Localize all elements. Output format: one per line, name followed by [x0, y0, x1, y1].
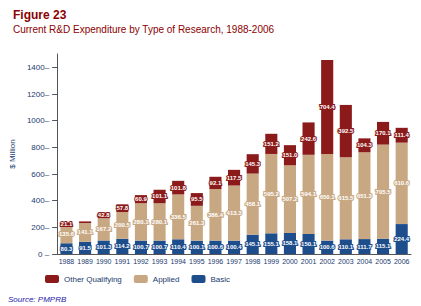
- svg-text:Current R&D Expenditure by Typ: Current R&D Expenditure by Type of Resea…: [13, 24, 275, 35]
- svg-text:2005: 2005: [375, 258, 391, 265]
- svg-text:458.1: 458.1: [245, 201, 261, 207]
- svg-text:1989: 1989: [77, 258, 93, 265]
- svg-text:151.0: 151.0: [282, 152, 298, 158]
- svg-text:400–: 400–: [31, 196, 49, 205]
- svg-text:111.4: 111.4: [395, 132, 410, 138]
- svg-text:145.3: 145.3: [245, 161, 261, 167]
- svg-text:705.5: 705.5: [376, 189, 392, 195]
- svg-text:101.3: 101.3: [96, 244, 112, 250]
- svg-text:1988: 1988: [59, 258, 75, 265]
- svg-text:110.1: 110.1: [338, 244, 353, 250]
- svg-text:1400–: 1400–: [27, 63, 50, 72]
- svg-text:158.1: 158.1: [282, 240, 298, 246]
- svg-text:2002: 2002: [319, 258, 335, 265]
- svg-text:101.1: 101.1: [152, 193, 168, 199]
- svg-text:336.5: 336.5: [171, 214, 187, 220]
- svg-text:145.1: 145.1: [245, 241, 261, 247]
- svg-text:80.3: 80.3: [61, 246, 73, 252]
- svg-text:2000: 2000: [282, 258, 298, 265]
- svg-text:651.3: 651.3: [357, 193, 373, 199]
- svg-text:151.2: 151.2: [264, 141, 280, 147]
- svg-text:Applied: Applied: [153, 275, 180, 284]
- svg-text:114.2: 114.2: [115, 243, 130, 249]
- svg-text:1200–: 1200–: [27, 90, 50, 99]
- svg-text:60.9: 60.9: [135, 196, 147, 202]
- svg-text:135.6: 135.6: [59, 231, 75, 237]
- svg-text:224.4: 224.4: [394, 236, 410, 242]
- svg-text:615.5: 615.5: [338, 195, 354, 201]
- svg-text:594.1: 594.1: [301, 191, 317, 197]
- svg-text:507.2: 507.2: [282, 196, 298, 202]
- svg-text:2006: 2006: [394, 258, 410, 265]
- svg-text:280.1: 280.1: [152, 219, 168, 225]
- svg-text:110.4: 110.4: [171, 244, 186, 250]
- svg-text:117.5: 117.5: [227, 175, 242, 181]
- svg-text:1999: 1999: [264, 258, 280, 265]
- svg-text:1000–: 1000–: [27, 116, 50, 125]
- svg-text:155.1: 155.1: [264, 241, 280, 247]
- svg-text:57.8: 57.8: [116, 205, 128, 211]
- svg-text:115.1: 115.1: [376, 243, 391, 249]
- svg-text:Source: PMPRB: Source: PMPRB: [8, 295, 67, 304]
- svg-text:280.1: 280.1: [133, 219, 149, 225]
- svg-text:42.8: 42.8: [98, 212, 110, 218]
- svg-text:111.7: 111.7: [357, 244, 372, 250]
- svg-text:2004: 2004: [357, 258, 373, 265]
- svg-text:91.5: 91.5: [79, 245, 91, 251]
- svg-text:Other Qualifying: Other Qualifying: [64, 275, 122, 284]
- svg-text:200–: 200–: [31, 223, 49, 232]
- svg-text:1996: 1996: [208, 258, 224, 265]
- svg-text:800–: 800–: [31, 143, 49, 152]
- svg-text:1997: 1997: [226, 258, 242, 265]
- svg-text:242.6: 242.6: [301, 136, 317, 142]
- svg-text:100.4: 100.4: [227, 244, 243, 250]
- svg-text:1998: 1998: [245, 258, 261, 265]
- svg-text:21.1: 21.1: [61, 221, 73, 227]
- svg-text:100.7: 100.7: [152, 244, 168, 250]
- svg-text:386.4: 386.4: [208, 212, 224, 218]
- svg-text:141.1: 141.1: [78, 229, 94, 235]
- svg-text:704.4: 704.4: [320, 104, 336, 110]
- svg-text:413.3: 413.3: [227, 210, 243, 216]
- svg-text:2003: 2003: [338, 258, 354, 265]
- svg-text:101.8: 101.8: [171, 185, 187, 191]
- svg-text:1994: 1994: [170, 258, 186, 265]
- svg-text:170.1: 170.1: [376, 130, 392, 136]
- svg-text:Figure 23: Figure 23: [13, 8, 67, 22]
- svg-text:2001: 2001: [301, 258, 317, 265]
- svg-text:104.3: 104.3: [357, 142, 373, 148]
- svg-text:1991: 1991: [115, 258, 131, 265]
- svg-text:200.5: 200.5: [115, 222, 131, 228]
- svg-text:Basic: Basic: [210, 275, 230, 284]
- svg-text:392.5: 392.5: [338, 128, 354, 134]
- svg-text:167.2: 167.2: [96, 226, 112, 232]
- svg-text:1993: 1993: [152, 258, 168, 265]
- svg-text:100.1: 100.1: [189, 244, 205, 250]
- svg-text:1990: 1990: [96, 258, 112, 265]
- svg-text:$ Million: $ Million: [8, 139, 17, 168]
- svg-text:1995: 1995: [189, 258, 205, 265]
- svg-text:595.2: 595.2: [264, 191, 280, 197]
- svg-text:650.1: 650.1: [320, 194, 336, 200]
- svg-text:261.3: 261.3: [189, 220, 205, 226]
- svg-text:100.6: 100.6: [208, 244, 224, 250]
- svg-text:1992: 1992: [133, 258, 149, 265]
- svg-text:610.6: 610.6: [394, 180, 410, 186]
- svg-text:100.7: 100.7: [133, 244, 149, 250]
- svg-text:150.1: 150.1: [301, 241, 317, 247]
- svg-text:0 –: 0 –: [38, 250, 50, 259]
- svg-text:95.5: 95.5: [191, 196, 203, 202]
- svg-text:100.6: 100.6: [320, 244, 336, 250]
- svg-text:600–: 600–: [31, 170, 49, 179]
- svg-text:92.1: 92.1: [210, 180, 222, 186]
